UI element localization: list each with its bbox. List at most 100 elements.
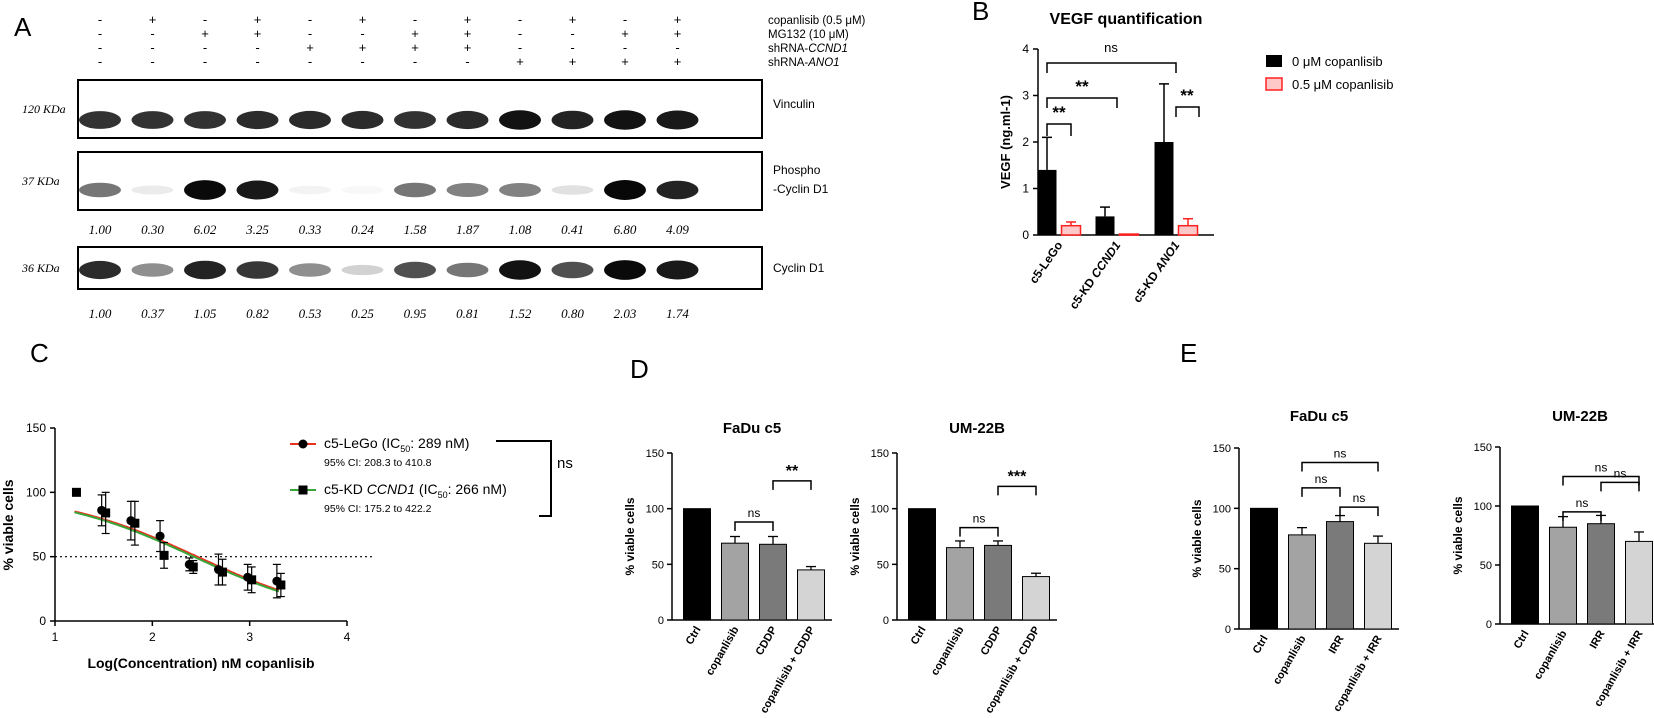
- western-blot-panel: - + - + - + - + - + - + copanlisib (0.5 μM)- - + + - - + + -…: [21, 12, 866, 321]
- blot-band: [604, 260, 646, 280]
- vegf-bar-chart: VEGF quantification 0 1 2 3 4 VEGF (ng.ml-1) c5…: [998, 11, 1393, 312]
- blot-band: [289, 110, 331, 130]
- blot-band: [131, 111, 174, 129]
- y-tick-label: 1: [1022, 182, 1029, 196]
- blot-band: [551, 261, 594, 279]
- x-category-label: c5-KD ANO1: [1130, 238, 1183, 305]
- y-tick-label: 0: [39, 614, 46, 628]
- x-tick-label: 2: [149, 630, 156, 644]
- viability-bar: [1326, 521, 1354, 630]
- dose-response-chart: 0 50 100 150 1 2 3 4 Log(Concentration) nM copan…: [0, 421, 573, 671]
- legend-gene: CCND1: [367, 481, 415, 497]
- panel-letter-a: A: [14, 12, 32, 42]
- blot-band: [341, 185, 384, 195]
- y-tick-label: 100: [26, 485, 46, 499]
- treatment-sign: -: [203, 12, 207, 27]
- treatment-sign: -: [150, 54, 154, 69]
- treatment-sign: -: [465, 54, 469, 69]
- x-category-label: c5-LeGo: [1026, 239, 1065, 286]
- legend-swatch: [1265, 77, 1283, 91]
- legend-ic50: : 266 nM): [448, 481, 507, 497]
- y-tick-label: 50: [33, 550, 47, 564]
- significance-bracket: [1562, 475, 1640, 486]
- significance-bracket: [1046, 123, 1072, 136]
- significance-label: ns: [973, 512, 986, 526]
- blot-name-line2: -Cyclin D1: [773, 182, 829, 196]
- significance-label: ns: [1315, 472, 1328, 486]
- data-point-circle: [155, 531, 165, 541]
- treatment-label: shRNA-CCND1: [768, 43, 848, 55]
- viability-bar: [908, 508, 936, 621]
- treatment-sign: -: [570, 26, 574, 41]
- y-tick-label: 150: [26, 421, 46, 435]
- treatment-sign: +: [621, 54, 629, 69]
- blot-name: Vinculin: [773, 97, 815, 111]
- treatment-sign: -: [623, 12, 627, 27]
- data-point-square: [101, 508, 111, 518]
- treatment-sign: -: [308, 54, 312, 69]
- legend-label: c5-KD CCND1 (IC50: 266 nM): [324, 481, 507, 500]
- significance-label: **: [1052, 103, 1066, 122]
- viability-bar: [1250, 507, 1278, 630]
- blot-band: [236, 180, 279, 200]
- y-tick-label: 50: [877, 559, 889, 571]
- y-tick-label: 2: [1022, 135, 1029, 149]
- legend-marker: [298, 439, 308, 449]
- y-axis-title: % viable cells: [848, 497, 862, 575]
- x-tick-label: 4: [344, 630, 351, 644]
- legend-name: c5-LeGo (IC: [324, 435, 400, 451]
- densitometry-value: 0.95: [404, 306, 427, 321]
- panel-letter-b: B: [972, 0, 989, 26]
- significance-label: ns: [1334, 446, 1347, 460]
- blot-band: [184, 111, 226, 129]
- blot-band: [184, 260, 226, 280]
- significance-label: ns: [1614, 466, 1627, 480]
- viability-bar: [984, 544, 1012, 621]
- densitometry-value: 6.02: [194, 222, 217, 237]
- y-tick-label: 0: [658, 615, 664, 627]
- y-tick-label: 0: [1486, 619, 1492, 631]
- legend-marker: [298, 485, 308, 495]
- x-tick-label: 1: [52, 630, 59, 644]
- x-category-label: IRR: [1588, 628, 1608, 650]
- treatment-sign: +: [674, 54, 682, 69]
- treatment-sign: -: [255, 54, 259, 69]
- data-point-square: [247, 575, 257, 585]
- treatment-sign: +: [254, 12, 262, 27]
- data-point-square: [276, 580, 286, 590]
- significance-label: ns: [1353, 491, 1366, 505]
- densitometry-value: 0.41: [561, 222, 584, 237]
- data-point-square: [217, 567, 227, 577]
- significance-bracket: [1600, 481, 1640, 492]
- bar-0uM: [1154, 142, 1174, 235]
- y-axis-title: VEGF (ng.ml-1): [998, 95, 1013, 189]
- treatment-sign: +: [569, 54, 577, 69]
- significance-bracket: [1301, 461, 1379, 472]
- densitometry-value: 1.87: [456, 222, 479, 237]
- densitometry-value: 0.37: [141, 306, 164, 321]
- treatment-sign: -: [98, 26, 102, 41]
- blot-name: Cyclin D1: [773, 261, 825, 275]
- y-axis-title: % viable cells: [1190, 499, 1204, 577]
- treatment-sign: -: [518, 26, 522, 41]
- blot-band: [79, 111, 121, 129]
- treatment-sign: +: [359, 40, 367, 55]
- chart-title: FaDu c5: [723, 420, 781, 437]
- blot-band: [446, 183, 489, 197]
- bar-0uM: [1037, 169, 1057, 235]
- treatment-sign: +: [464, 12, 472, 27]
- treatment-label-gene: CCND1: [808, 43, 848, 55]
- densitometry-value: 1.58: [404, 222, 427, 237]
- treatment-sign: +: [359, 12, 367, 27]
- y-tick-label: 100: [1474, 501, 1492, 513]
- treatment-sign: +: [464, 26, 472, 41]
- densitometry-value: 1.00: [89, 222, 112, 237]
- fadu-irr-bar-chart: FaDu c5 0 50 100 150 % viable cells Ctrl copanl…: [1190, 408, 1399, 714]
- treatment-sign: -: [413, 12, 417, 27]
- blot-band: [236, 110, 279, 130]
- blot-band: [499, 260, 541, 280]
- viability-bar: [1364, 542, 1392, 630]
- y-tick-label: 150: [1213, 443, 1231, 455]
- densitometry-value: 1.74: [666, 306, 689, 321]
- treatment-label-text: shRNA-: [768, 43, 808, 55]
